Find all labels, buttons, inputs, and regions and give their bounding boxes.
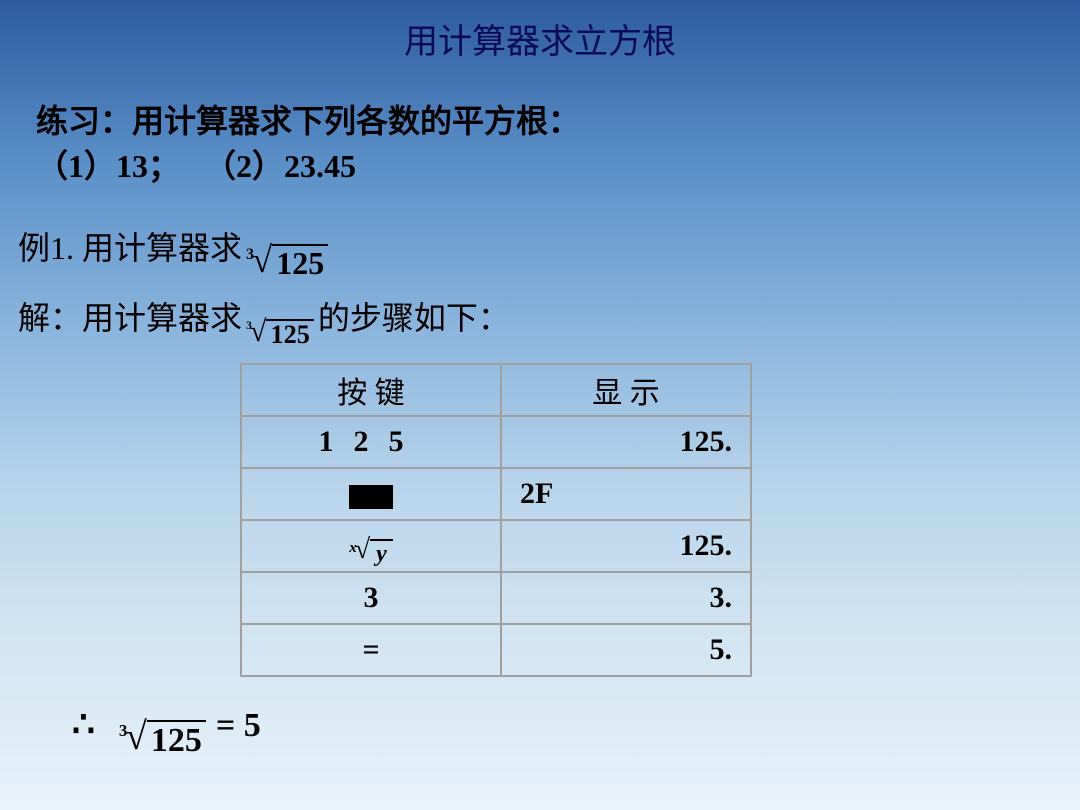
practice-line2: （1）13； （2）23.45 xyxy=(36,144,1080,189)
radicand: 125 xyxy=(266,319,313,350)
table-row: =5. xyxy=(241,624,751,676)
radical-sign-icon: √ xyxy=(252,244,272,275)
radical-sign-icon: √ xyxy=(125,720,146,753)
xth-root-key-icon: x√y xyxy=(349,539,393,567)
solution-prefix: 解：用计算器求 xyxy=(18,293,242,339)
header-display: 显 示 xyxy=(501,364,751,416)
table-row: 125 125. xyxy=(241,416,751,468)
radical-sign-icon: √ xyxy=(355,539,370,561)
root-y: y xyxy=(370,539,393,567)
cube-root-expr-small: 3 √ 125 xyxy=(246,319,314,350)
table-row: x√y 125. xyxy=(241,520,751,572)
radical-sign-icon: √ xyxy=(250,319,267,345)
steps-table-wrap: 按 键 显 示 125125.2Fx√y125.33.=5. xyxy=(240,363,1080,677)
practice-block: 练习：用计算器求下列各数的平方根： （1）13； （2）23.45 xyxy=(36,99,1080,189)
display-cell: 125. xyxy=(501,416,751,468)
cube-root-expr: 3 √ 125 xyxy=(246,244,328,281)
slide-title: 用计算器求立方根 xyxy=(0,0,1080,63)
practice-item2-label: （2） xyxy=(204,148,284,184)
steps-table: 按 键 显 示 125125.2Fx√y125.33.=5. xyxy=(240,363,752,677)
table-header-row: 按 键 显 示 xyxy=(241,364,751,416)
table-row: 33. xyxy=(241,572,751,624)
display-cell: 5. xyxy=(501,624,751,676)
display-cell: 3. xyxy=(501,572,751,624)
table-row: 2F xyxy=(241,468,751,520)
key-cell: 3 xyxy=(241,572,501,624)
shift-key-icon xyxy=(349,485,393,509)
radicand: 125 xyxy=(272,244,328,281)
equals-result: = 5 xyxy=(216,707,261,745)
key-digits: 125 xyxy=(319,425,424,458)
cube-root-result: 3 √ 125 xyxy=(119,720,206,759)
practice-item1-label: （1） xyxy=(36,148,116,184)
therefore-symbol-icon: ∴ xyxy=(72,703,95,745)
key-cell xyxy=(241,468,501,520)
conclusion-line: ∴ 3 √ 125 = 5 xyxy=(72,703,1080,759)
key-cell: = xyxy=(241,624,501,676)
practice-line1: 练习：用计算器求下列各数的平方根： xyxy=(36,99,1080,144)
solution-line: 解：用计算器求 3 √ 125 的步骤如下： xyxy=(18,293,1080,349)
example-line: 例1. 用计算器求 3 √ 125 xyxy=(18,223,1080,282)
header-keys: 按 键 xyxy=(241,364,501,416)
practice-item1-val: 13； xyxy=(116,148,180,184)
example-prefix: 例1. 用计算器求 xyxy=(18,223,242,269)
practice-item2-val: 23.45 xyxy=(284,148,356,184)
display-cell: 2F xyxy=(501,468,751,520)
key-cell: x√y xyxy=(241,520,501,572)
key-cell: 125 xyxy=(241,416,501,468)
radicand: 125 xyxy=(147,720,206,759)
solution-suffix: 的步骤如下： xyxy=(318,293,510,339)
display-cell: 125. xyxy=(501,520,751,572)
